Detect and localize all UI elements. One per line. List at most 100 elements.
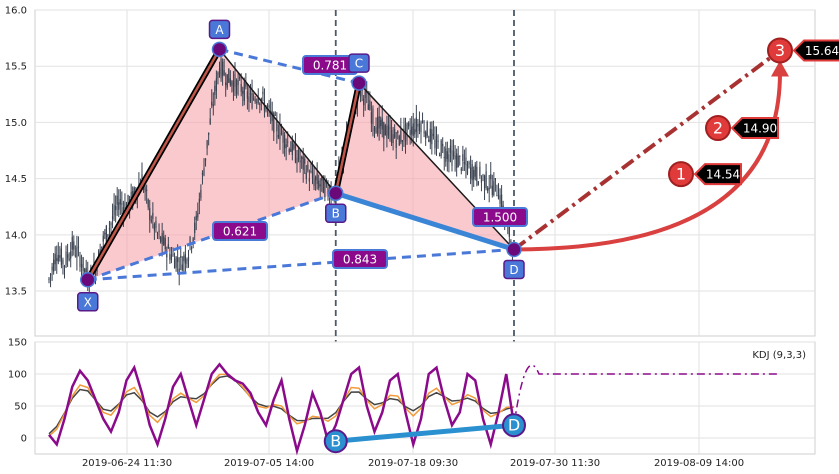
candle-body — [288, 149, 290, 153]
candle-body — [59, 255, 61, 258]
candle-body — [327, 187, 329, 195]
candle-body — [398, 136, 400, 146]
candle-body — [415, 117, 417, 132]
candle-body — [297, 149, 300, 160]
candle-body — [386, 125, 388, 139]
candle-body — [268, 104, 270, 108]
candle-body — [494, 178, 496, 181]
candle-body — [390, 129, 393, 144]
candle-body — [147, 199, 149, 208]
price-panel: 13.5 14.0 14.5 15.0 15.5 16.0 0.781 0.621 1.500 0… — [5, 6, 839, 454]
kdj-divergence-marker — [502, 413, 526, 438]
kdj-y-tick-label: 150 — [8, 338, 27, 349]
candle-body — [457, 155, 459, 168]
candle-body — [448, 154, 450, 162]
candle-body — [324, 181, 326, 198]
candle-body — [70, 251, 72, 259]
candle-body — [482, 175, 484, 177]
point-label: C — [355, 57, 363, 71]
leg-XA — [86, 48, 221, 281]
candle-body — [220, 58, 222, 79]
target-price-tag — [792, 39, 839, 62]
candle-body — [111, 215, 114, 220]
candle-body — [315, 176, 317, 181]
candle-body — [479, 166, 481, 177]
candle-body — [319, 184, 321, 187]
kdj-d-line — [48, 375, 515, 435]
candle-body — [488, 187, 490, 190]
candle-body — [217, 72, 219, 79]
projection-line — [512, 48, 782, 252]
candle-body — [372, 108, 374, 125]
point-label: D — [509, 263, 518, 277]
kdj-k-line — [48, 373, 515, 437]
candle-body — [460, 168, 462, 171]
candle-body — [280, 132, 283, 135]
candle-body — [429, 128, 431, 143]
candle-body — [170, 254, 173, 261]
candle-body — [369, 100, 371, 110]
candle-body — [491, 185, 493, 195]
point-marker-X — [80, 272, 96, 288]
candle-body — [305, 172, 307, 180]
candle-body — [477, 181, 479, 186]
candle-body — [130, 191, 132, 204]
candle-body — [439, 155, 441, 157]
x-tick-label: 2019-06-24 11:30 — [82, 458, 172, 469]
candle-body — [257, 97, 259, 103]
candle-body — [417, 123, 419, 127]
candle-body — [493, 181, 495, 196]
candle-body — [370, 111, 372, 124]
candle-body — [144, 187, 146, 193]
ratio-line-AC — [219, 47, 360, 85]
candle-body — [443, 156, 445, 158]
candle-body — [133, 187, 135, 195]
candle-body — [228, 68, 230, 83]
candle-body — [483, 175, 486, 189]
candle-body — [178, 268, 180, 272]
candle-body — [474, 164, 476, 177]
candle-body — [77, 246, 80, 248]
target-number: 1 — [676, 165, 686, 184]
candle-body — [195, 215, 197, 221]
candle-body — [251, 92, 253, 109]
candle-body — [446, 151, 448, 160]
candle-body — [49, 274, 52, 276]
candle-body — [226, 74, 228, 88]
x-tick-label: 2019-07-05 14:00 — [224, 458, 314, 469]
target-price-tag — [693, 163, 742, 186]
candle-body — [229, 78, 231, 86]
ratio-label: 1.500 — [483, 211, 517, 225]
kdj-panel: 150 100 50 0 2019-06-24 11:30 2019-07-05 14:0… — [8, 338, 816, 469]
candle-body — [223, 70, 225, 76]
candle-body — [366, 92, 368, 94]
candle-body — [225, 82, 227, 86]
candle-body — [296, 157, 298, 164]
candle-body — [279, 124, 281, 140]
candle-body — [115, 205, 117, 211]
candle-body — [259, 103, 261, 106]
candle-body — [497, 195, 500, 200]
candle-body — [51, 266, 53, 271]
candle-body — [359, 91, 362, 97]
candle-body — [428, 139, 430, 142]
kdj-divergence-label: D — [508, 416, 520, 435]
candle-body — [222, 61, 224, 76]
candle-body — [105, 225, 107, 243]
candle-body — [397, 131, 399, 134]
candle-body — [203, 168, 205, 176]
candle-body — [437, 140, 439, 142]
candle-body — [212, 104, 214, 107]
candle-body — [313, 178, 315, 187]
candle-body — [403, 128, 405, 140]
candle-body — [194, 222, 196, 234]
candle-body — [384, 125, 386, 136]
candle-body — [451, 150, 453, 166]
price-y-tick-label: 13.5 — [5, 287, 27, 298]
leg-BD — [334, 190, 515, 252]
candle-body — [408, 123, 410, 127]
candle-body — [311, 171, 314, 179]
candle-body — [381, 118, 383, 130]
x-tick-label: 2019-08-09 14:00 — [654, 458, 744, 469]
